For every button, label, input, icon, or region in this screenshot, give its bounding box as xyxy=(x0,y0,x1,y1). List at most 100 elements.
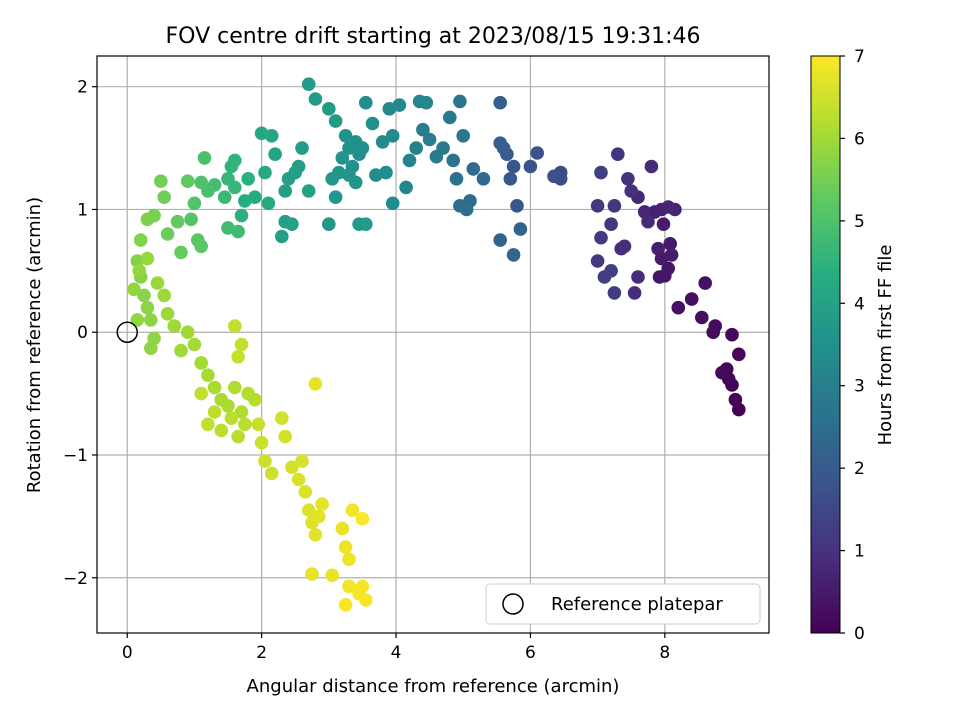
data-point xyxy=(399,180,413,195)
data-point xyxy=(375,135,390,149)
data-point xyxy=(456,129,471,143)
data-point xyxy=(449,172,464,186)
data-point xyxy=(285,217,299,231)
data-point xyxy=(224,411,239,426)
data-point xyxy=(365,116,380,131)
data-point xyxy=(382,102,397,116)
data-point xyxy=(656,217,671,231)
colorbar-tick-label: 5 xyxy=(854,212,865,232)
data-point xyxy=(335,521,350,536)
data-point xyxy=(308,377,323,391)
data-point xyxy=(137,288,151,303)
data-point xyxy=(416,122,430,137)
data-point xyxy=(194,356,208,370)
data-point xyxy=(170,214,185,229)
data-point xyxy=(278,184,293,198)
data-point xyxy=(523,159,538,174)
colorbar-label: Hours from first FF file xyxy=(875,245,896,446)
data-point xyxy=(231,429,245,444)
data-point xyxy=(180,325,195,340)
data-point xyxy=(422,132,437,147)
data-point xyxy=(140,212,155,227)
data-point xyxy=(506,159,521,174)
data-point xyxy=(503,172,518,186)
data-point xyxy=(715,365,729,380)
data-point xyxy=(221,221,235,235)
data-point xyxy=(359,593,373,607)
data-point xyxy=(197,151,212,165)
data-point xyxy=(355,512,370,526)
data-point xyxy=(194,175,208,190)
data-point xyxy=(338,540,353,554)
data-point xyxy=(228,180,242,195)
data-point xyxy=(258,454,272,468)
reference-marker xyxy=(116,321,138,343)
data-point xyxy=(590,199,605,213)
data-point xyxy=(338,598,353,612)
data-point xyxy=(251,417,266,432)
data-point xyxy=(254,435,269,450)
data-point xyxy=(342,579,356,594)
data-point xyxy=(728,392,743,407)
data-point xyxy=(144,313,158,327)
data-point xyxy=(607,286,622,300)
data-point xyxy=(429,149,444,164)
data-point xyxy=(207,405,222,419)
data-point xyxy=(295,454,309,468)
gridlines xyxy=(97,56,769,633)
data-point xyxy=(493,233,508,247)
data-point xyxy=(254,126,269,141)
data-point xyxy=(325,172,340,186)
colorbar-tick-label: 6 xyxy=(854,129,865,149)
data-point xyxy=(130,313,145,327)
legend-marker xyxy=(502,593,524,615)
data-point xyxy=(298,485,313,499)
data-point xyxy=(322,102,336,116)
data-point xyxy=(248,392,262,407)
data-point xyxy=(611,147,625,161)
data-point xyxy=(725,327,739,342)
data-point xyxy=(305,567,319,581)
data-point xyxy=(409,141,424,155)
data-point xyxy=(348,175,363,190)
data-point xyxy=(241,172,255,186)
data-point xyxy=(466,162,481,176)
chart-title: FOV centre drift starting at 2023/08/15 … xyxy=(166,24,701,49)
data-point xyxy=(167,319,182,333)
x-axis-ticks: 0 2 4 6 8 xyxy=(122,633,670,663)
data-point xyxy=(160,307,175,321)
data-point xyxy=(308,92,323,106)
x-tick-label: 2 xyxy=(256,643,267,663)
data-point xyxy=(594,165,608,180)
data-point xyxy=(157,190,171,204)
data-point xyxy=(443,110,457,125)
data-point xyxy=(402,153,417,168)
data-point xyxy=(315,497,329,511)
data-point xyxy=(698,276,712,290)
data-point xyxy=(641,214,655,229)
data-point xyxy=(547,169,561,184)
data-point xyxy=(607,199,622,213)
data-point xyxy=(221,399,235,413)
data-point xyxy=(201,368,215,383)
data-point xyxy=(258,165,272,180)
data-point xyxy=(312,509,326,524)
data-point xyxy=(238,417,252,432)
data-point xyxy=(231,350,245,364)
data-point xyxy=(154,174,168,188)
data-point xyxy=(342,552,356,567)
data-point xyxy=(132,264,147,278)
data-point xyxy=(513,222,528,236)
data-point xyxy=(144,341,158,356)
data-point xyxy=(594,230,608,245)
legend-label: Reference platepar xyxy=(551,594,723,615)
data-point xyxy=(621,172,635,186)
x-axis-label: Angular distance from reference (arcmin) xyxy=(247,676,620,697)
reference-platepar-marker xyxy=(116,321,138,343)
data-point xyxy=(651,241,665,256)
colorbar-tick-label: 0 xyxy=(854,624,865,644)
data-point xyxy=(194,386,208,401)
data-point xyxy=(187,196,202,211)
data-point xyxy=(228,319,242,333)
